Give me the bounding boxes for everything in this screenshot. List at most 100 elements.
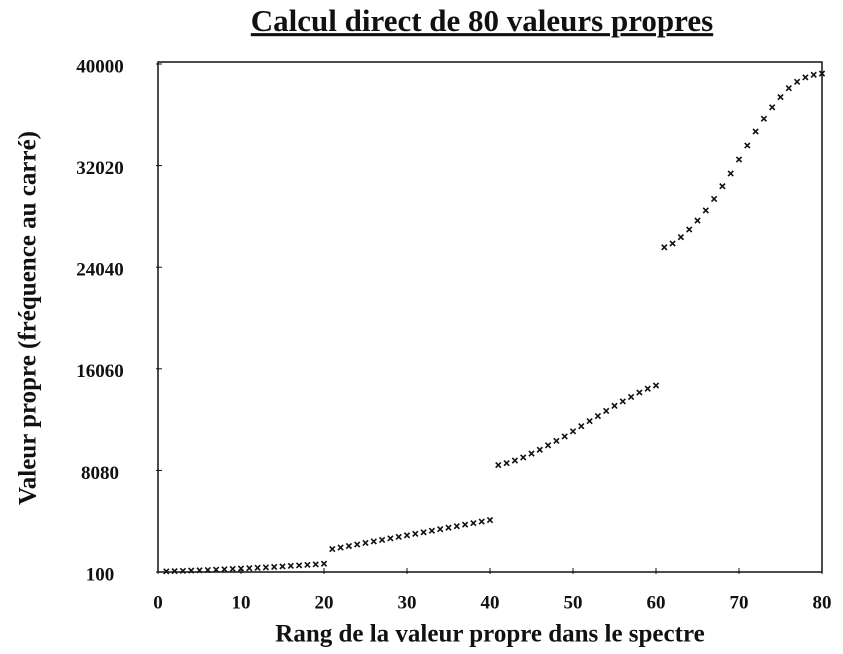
point	[262, 564, 270, 571]
point	[188, 567, 195, 574]
point	[445, 524, 452, 531]
point	[802, 74, 809, 81]
point	[760, 115, 768, 122]
point	[677, 233, 685, 241]
point	[179, 567, 187, 575]
point	[669, 240, 676, 247]
point	[636, 389, 643, 396]
point	[221, 566, 228, 573]
y-tick-label: 32020	[76, 158, 124, 179]
chart-title: Calcul direct de 80 valeurs propres	[251, 3, 713, 38]
point	[661, 244, 668, 251]
point	[793, 78, 801, 85]
point	[212, 566, 220, 573]
point	[818, 70, 826, 77]
point	[461, 521, 469, 528]
point	[528, 450, 535, 457]
x-tick-label: 70	[730, 592, 749, 613]
x-tick-label: 10	[232, 592, 251, 613]
point	[777, 93, 784, 101]
y-tick-label: 24040	[76, 260, 124, 281]
point	[735, 156, 743, 163]
point	[652, 382, 660, 389]
point	[470, 519, 477, 527]
y-tick-label: 8080	[81, 463, 119, 484]
point	[744, 142, 751, 149]
y-tick-label: 40000	[76, 56, 124, 77]
y-axis-title: Valeur propre (fréquence au carré)	[15, 131, 42, 505]
point	[611, 402, 618, 410]
point	[486, 516, 494, 524]
point	[594, 412, 602, 420]
point	[287, 562, 294, 570]
point	[229, 565, 236, 573]
point	[320, 560, 328, 567]
point	[246, 565, 253, 572]
x-tick-label: 80	[813, 592, 832, 613]
point	[627, 393, 635, 401]
x-tick-label: 30	[398, 592, 417, 613]
point	[279, 563, 286, 570]
point	[403, 532, 411, 539]
point	[578, 423, 585, 430]
point	[345, 542, 353, 550]
point	[295, 562, 303, 569]
point	[196, 567, 203, 574]
point	[304, 561, 311, 569]
point	[204, 566, 211, 574]
point	[586, 417, 593, 425]
point	[752, 128, 759, 135]
point	[254, 564, 261, 571]
point	[453, 522, 460, 530]
point	[511, 457, 519, 464]
point	[395, 533, 402, 541]
x-tick-label: 0	[153, 592, 163, 613]
point	[769, 104, 776, 111]
x-tick-label: 20	[315, 592, 334, 613]
point	[561, 433, 568, 440]
point	[412, 530, 419, 537]
point	[163, 568, 170, 575]
point	[428, 527, 436, 534]
point	[420, 529, 427, 536]
point	[354, 541, 361, 548]
point	[370, 538, 377, 545]
point	[810, 71, 817, 78]
point	[329, 545, 336, 553]
point	[536, 446, 543, 453]
point	[437, 526, 444, 533]
point	[362, 539, 369, 547]
point	[544, 442, 552, 449]
point	[694, 217, 701, 224]
x-tick-label: 50	[564, 592, 583, 613]
point	[644, 385, 651, 392]
x-tick-label: 40	[481, 592, 500, 613]
point	[478, 518, 485, 525]
point	[312, 561, 319, 568]
y-tick-label: 100	[86, 564, 115, 585]
point	[710, 195, 718, 203]
point	[619, 398, 626, 405]
point	[271, 563, 278, 571]
point	[378, 536, 386, 544]
point	[503, 459, 510, 467]
plot-frame	[157, 61, 823, 573]
point	[569, 428, 577, 435]
point	[603, 407, 610, 415]
point	[686, 226, 693, 233]
point	[727, 170, 734, 177]
point	[702, 207, 709, 214]
point	[171, 567, 178, 575]
point	[495, 461, 502, 469]
point	[387, 535, 394, 542]
point	[337, 544, 344, 551]
point	[719, 183, 726, 190]
point	[237, 565, 245, 572]
point	[553, 437, 560, 445]
point	[785, 85, 792, 92]
y-tick-label: 16060	[76, 361, 124, 382]
x-tick-label: 60	[647, 592, 666, 613]
x-axis-title: Rang de la valeur propre dans le spectre	[275, 621, 704, 648]
point	[520, 454, 527, 461]
